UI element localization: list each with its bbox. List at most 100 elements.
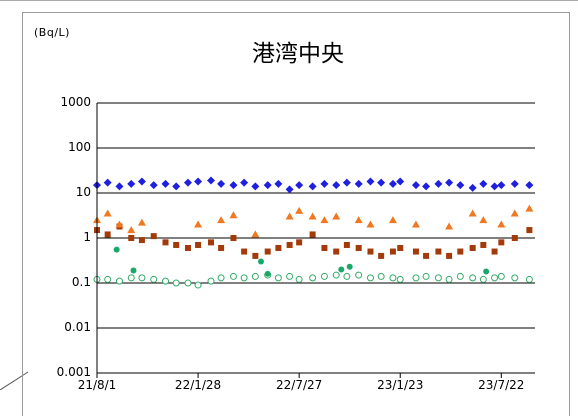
marker-circle-open — [445, 275, 453, 283]
marker-triangle — [127, 226, 136, 234]
marker-square — [150, 233, 157, 240]
marker-square — [446, 252, 453, 259]
marker-square — [333, 248, 340, 255]
marker-triangle — [308, 212, 317, 220]
marker-triangle — [411, 220, 420, 228]
marker-triangle — [510, 209, 519, 217]
marker-circle-open — [377, 272, 385, 280]
marker-diamond — [161, 179, 170, 188]
marker-diamond — [456, 181, 465, 190]
marker-diamond — [377, 178, 386, 187]
x-tick-label: 22/7/27 — [276, 378, 323, 392]
marker-circle-open — [115, 277, 123, 285]
marker-square — [397, 244, 404, 251]
marker-circle-open — [469, 274, 477, 282]
marker-circle-open — [320, 272, 328, 280]
marker-triangle — [354, 216, 363, 224]
unit-label: (Bq/L) — [34, 26, 70, 39]
marker-circle-filled — [264, 270, 271, 277]
x-tick-label: 21/8/1 — [77, 378, 117, 392]
marker-diamond — [354, 179, 363, 188]
marker-triangle — [332, 212, 341, 220]
marker-diamond — [434, 179, 443, 188]
marker-square — [526, 227, 533, 234]
y-tick-label: 0.01 — [64, 320, 91, 334]
marker-triangle — [445, 222, 454, 230]
marker-circle-open — [491, 274, 499, 282]
marker-circle-open — [309, 274, 317, 282]
marker-triangle — [115, 220, 124, 228]
marker-square — [511, 235, 518, 241]
marker-circle-filled — [257, 258, 264, 265]
marker-circle-open — [194, 281, 202, 289]
marker-diamond — [411, 181, 420, 190]
y-tick-label: 0.1 — [71, 275, 91, 289]
y-tick-label: 100 — [68, 140, 91, 154]
marker-circle-open — [434, 274, 442, 282]
marker-diamond — [194, 177, 203, 186]
marker-circle-open — [104, 275, 112, 283]
marker-diamond — [137, 177, 146, 186]
marker-square — [457, 248, 464, 255]
y-tick-label: 10 — [75, 185, 91, 199]
marker-square — [275, 244, 282, 251]
marker-diamond — [263, 181, 272, 190]
marker-triangle — [137, 218, 146, 226]
marker-square — [207, 239, 214, 246]
marker-diamond — [479, 179, 488, 188]
marker-square — [435, 248, 442, 255]
marker-square — [128, 235, 135, 241]
y-tick-label: 1000 — [60, 95, 91, 109]
marker-square — [412, 248, 419, 255]
marker-diamond — [172, 182, 181, 191]
marker-circle-open — [127, 274, 135, 282]
chart-frame — [22, 12, 570, 416]
marker-diamond — [229, 181, 238, 190]
marker-diamond — [183, 178, 192, 187]
marker-circle-filled — [346, 263, 353, 270]
marker-circle-open — [366, 274, 374, 282]
marker-circle-open — [184, 279, 192, 287]
marker-triangle — [388, 216, 397, 224]
marker-diamond — [115, 182, 124, 191]
marker-diamond — [388, 179, 397, 188]
marker-diamond — [490, 182, 499, 191]
marker-square — [498, 239, 505, 246]
marker-square — [296, 239, 303, 246]
marker-diamond — [127, 179, 136, 188]
marker-circle-open — [396, 275, 404, 283]
x-tick-label: 22/1/28 — [174, 378, 222, 392]
x-tick-label: 23/7/22 — [478, 378, 525, 392]
marker-diamond — [308, 182, 317, 191]
y-tick-label: 0.001 — [56, 365, 91, 379]
marker-triangle — [103, 209, 112, 217]
marker-diamond — [274, 179, 283, 188]
x-tick-label: 23/1/23 — [377, 378, 424, 392]
marker-diamond — [497, 181, 506, 190]
marker-diamond — [332, 181, 341, 190]
marker-triangle — [229, 211, 238, 219]
marker-square — [173, 241, 180, 248]
marker-triangle — [295, 206, 304, 214]
marker-square — [491, 248, 498, 255]
marker-square — [264, 248, 271, 255]
marker-diamond — [525, 181, 534, 190]
marker-square — [480, 241, 487, 248]
marker-triangle — [366, 220, 375, 228]
marker-circle-open — [456, 272, 464, 280]
marker-square — [378, 252, 385, 259]
marker-triangle — [251, 230, 260, 238]
marker-circle-open — [240, 274, 248, 282]
y-tick-label: 1 — [83, 230, 91, 244]
marker-diamond — [295, 181, 304, 190]
marker-circle-open — [525, 275, 533, 283]
marker-square — [469, 244, 476, 251]
marker-square — [138, 237, 145, 244]
marker-diamond — [445, 178, 454, 187]
chart-title: 港湾中央 — [252, 41, 344, 67]
marker-diamond — [206, 176, 215, 185]
marker-triangle — [525, 204, 534, 212]
marker-circle-open — [511, 274, 519, 282]
marker-triangle — [194, 220, 203, 228]
